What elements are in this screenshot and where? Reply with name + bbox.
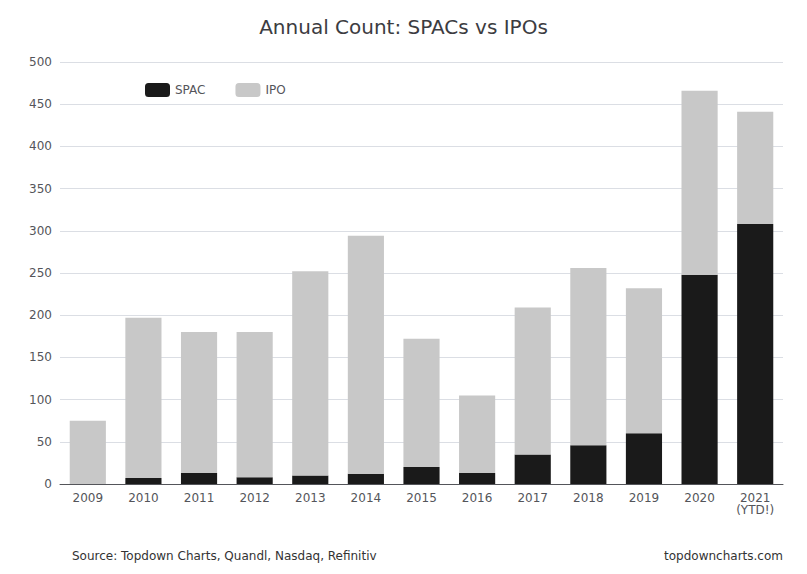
svg-text:50: 50 [37, 435, 52, 449]
svg-text:2012: 2012 [239, 491, 270, 505]
svg-text:0: 0 [44, 477, 52, 491]
svg-text:2015: 2015 [406, 491, 437, 505]
svg-text:2019: 2019 [629, 491, 660, 505]
svg-text:100: 100 [29, 393, 52, 407]
svg-text:(YTD!): (YTD!) [736, 503, 774, 517]
svg-text:500: 500 [29, 55, 52, 69]
svg-text:2016: 2016 [462, 491, 493, 505]
svg-text:Annual Count: SPACs vs IPOs: Annual Count: SPACs vs IPOs [259, 15, 548, 39]
svg-text:250: 250 [29, 266, 52, 280]
svg-text:SPAC: SPAC [175, 83, 205, 97]
svg-text:2013: 2013 [295, 491, 326, 505]
svg-text:Source: Topdown Charts, Quandl: Source: Topdown Charts, Quandl, Nasdaq, … [72, 549, 377, 563]
svg-text:topdowncharts.com: topdowncharts.com [664, 549, 783, 563]
svg-text:2018: 2018 [573, 491, 604, 505]
svg-text:2011: 2011 [184, 491, 215, 505]
svg-text:200: 200 [29, 308, 52, 322]
svg-text:300: 300 [29, 224, 52, 238]
svg-text:IPO: IPO [265, 83, 285, 97]
svg-text:2014: 2014 [351, 491, 382, 505]
svg-text:450: 450 [29, 97, 52, 111]
svg-text:2020: 2020 [684, 491, 715, 505]
svg-text:2010: 2010 [128, 491, 159, 505]
svg-text:150: 150 [29, 350, 52, 364]
svg-text:400: 400 [29, 139, 52, 153]
svg-text:350: 350 [29, 182, 52, 196]
svg-text:2017: 2017 [517, 491, 548, 505]
svg-text:2009: 2009 [73, 491, 104, 505]
svg-text:2021: 2021 [739, 491, 771, 505]
